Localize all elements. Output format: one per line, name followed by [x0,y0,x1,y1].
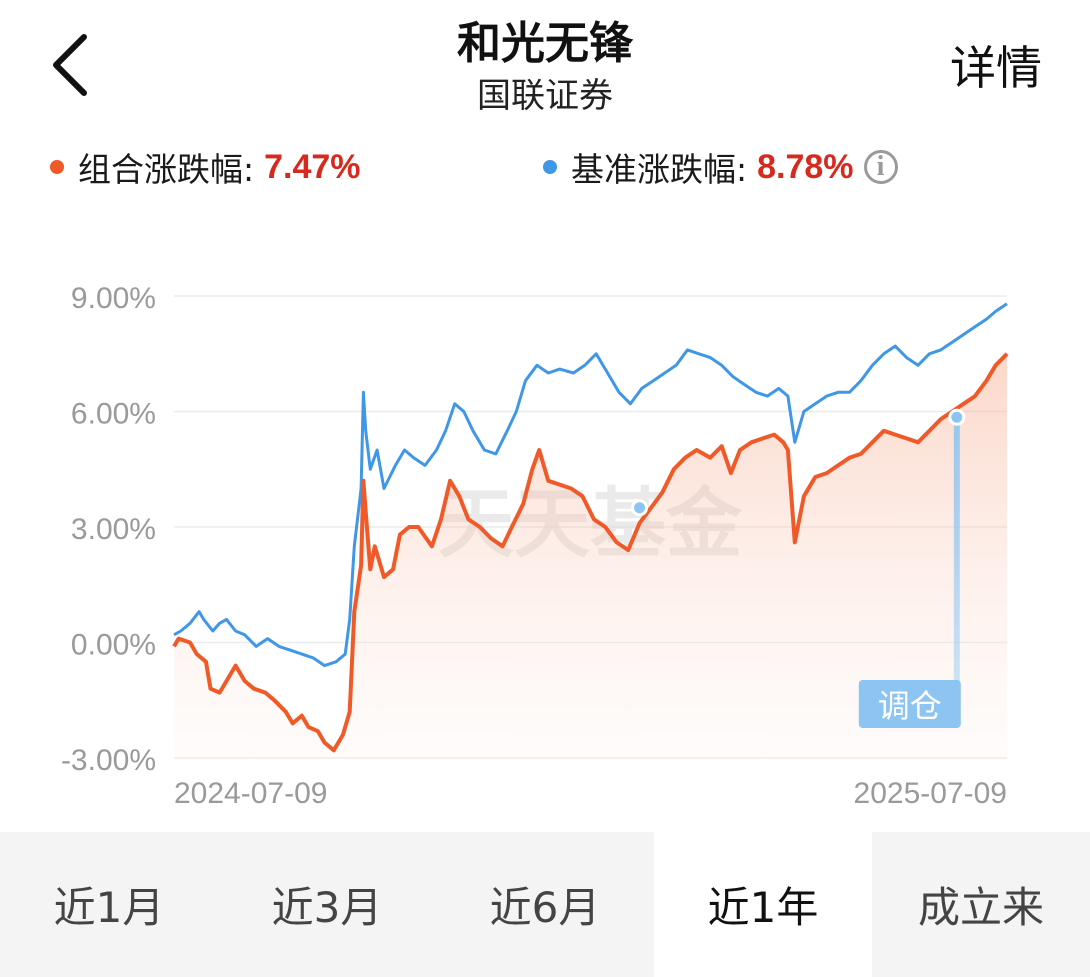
y-tick-label: 3.00% [71,513,156,546]
page-subtitle: 国联证券 [477,76,613,116]
benchmark-value: 8.78% [757,147,854,186]
tab-6-months[interactable]: 近6月 [489,883,601,932]
rebalance-dot [948,408,966,426]
y-tick-label: 9.00% [71,282,156,315]
tab-1-month[interactable]: 近1月 [53,883,165,932]
portfolio-value: 7.47% [264,147,361,186]
page-title: 和光无锋 [457,18,633,69]
info-circle-icon[interactable]: i [863,150,898,184]
legend: 组合涨跌幅: 7.47% 基准涨跌幅: 8.78% i [0,142,1090,192]
back-button[interactable] [40,30,100,100]
y-tick-label: 6.00% [71,398,156,431]
period-tabs: 近1月 近3月 近6月 近1年 成立来 [0,832,1090,977]
tab-3-months[interactable]: 近3月 [271,883,383,932]
x-tick-label: 2024-07-09 [174,777,327,810]
legend-portfolio: 组合涨跌幅: 7.47% [50,142,361,192]
detail-button[interactable]: 详情 [950,41,1042,95]
chevron-left-icon [53,34,87,96]
event-dot [631,499,649,517]
benchmark-line [173,302,1008,668]
title-block: 和光无锋 国联证券 [0,14,1090,118]
tab-since-inception[interactable]: 成立来 [917,883,1044,932]
y-tick-label: -3.00% [61,744,156,777]
portfolio-label: 组合涨跌幅: [78,150,255,189]
rebalance-badge [858,680,961,728]
y-tick-label: 0.00% [71,629,156,662]
performance-chart: 9.00%6.00%3.00%0.00%-3.00%天天基金调仓2024-07-… [61,282,1009,810]
benchmark-label: 基准涨跌幅: [571,150,748,189]
header: 和光无锋 国联证券 详情 [0,0,1090,130]
legend-benchmark: 基准涨跌幅: 8.78% i [543,142,898,192]
portfolio-dot [50,160,64,174]
tab-1-year[interactable]: 近1年 [654,832,872,977]
portfolio-area [174,353,1007,758]
portfolio-line [172,352,1009,753]
rebalance-line [953,419,960,694]
benchmark-dot [543,160,557,174]
rebalance-label: 调仓 [878,687,942,725]
x-tick-label: 2025-07-09 [854,777,1007,810]
